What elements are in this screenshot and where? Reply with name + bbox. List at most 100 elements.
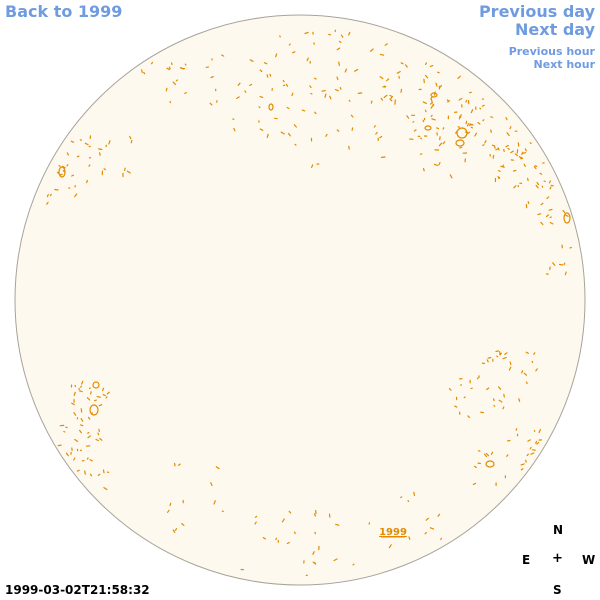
contour-speck <box>350 114 354 118</box>
contour-speck <box>390 96 393 100</box>
contour-speck <box>103 487 108 491</box>
contour-speck <box>306 57 309 62</box>
contour-speck <box>244 90 247 93</box>
contour-speck <box>493 398 495 402</box>
contour-speck <box>338 61 340 67</box>
contour-speck <box>58 165 61 167</box>
contour-speck <box>294 143 297 146</box>
contour-speck <box>74 384 77 388</box>
contour-speck <box>66 164 69 167</box>
contour-speck <box>515 428 518 431</box>
contour-speck <box>352 563 355 566</box>
contour-speck <box>529 142 532 144</box>
contour-speck <box>527 201 530 205</box>
compass-south-label: S <box>553 583 562 597</box>
contour-speck <box>430 104 434 109</box>
contour-speck <box>87 431 90 434</box>
contour-speck <box>288 132 291 137</box>
contour-speck <box>413 129 417 132</box>
contour-speck <box>507 148 510 150</box>
contour-speck <box>97 473 101 476</box>
contour-speck <box>106 391 110 395</box>
next-hour-link[interactable]: Next hour <box>533 58 596 71</box>
contour-speck <box>422 168 425 172</box>
contour-speck <box>473 465 477 469</box>
contour-speck <box>86 457 89 460</box>
contour-speck <box>552 262 556 266</box>
contour-speck <box>383 94 388 99</box>
contour-speck <box>481 104 485 107</box>
contour-speck <box>275 53 278 58</box>
contour-speck <box>95 438 99 442</box>
contour-speck <box>98 148 103 151</box>
contour-speck <box>408 536 411 540</box>
next-day-link[interactable]: Next day <box>515 20 595 39</box>
contour-speck <box>126 170 131 174</box>
contour-speck <box>496 355 499 358</box>
contour-speck <box>98 152 101 156</box>
contour-speck <box>494 145 496 149</box>
contour-speck <box>78 429 83 434</box>
contour-speck <box>288 43 291 46</box>
contour-speck <box>525 351 529 354</box>
contour-speck <box>438 162 441 166</box>
contour-speck <box>535 368 538 372</box>
contour-speck <box>436 127 440 130</box>
contour-speck <box>174 527 178 531</box>
previous-hour-link[interactable]: Previous hour <box>508 45 595 58</box>
contour-speck <box>314 111 317 115</box>
contour-speck <box>280 131 285 135</box>
contour-speck <box>518 398 521 402</box>
contour-speck <box>508 366 512 371</box>
contour-speck <box>288 510 292 514</box>
contour-speck <box>502 406 505 410</box>
contour-speck <box>520 468 524 471</box>
contour-speck <box>536 441 540 445</box>
contour-speck <box>459 146 463 149</box>
contour-speck <box>335 523 340 526</box>
contour-speck <box>498 399 503 403</box>
contour-speck <box>563 262 566 266</box>
contour-speck <box>379 75 384 80</box>
year-link[interactable]: 1999 <box>379 527 407 538</box>
contour-speck <box>348 99 351 102</box>
contour-speck <box>530 452 535 455</box>
contour-speck <box>407 499 410 503</box>
contour-speck <box>535 440 538 444</box>
previous-day-link[interactable]: Previous day <box>478 2 595 21</box>
contour-speck <box>533 429 536 432</box>
compass-east-label: E <box>522 553 531 567</box>
contour-speck <box>394 99 397 102</box>
contour-speck <box>65 452 69 457</box>
compass-west-label: W <box>582 553 596 567</box>
contour-speck <box>129 135 132 140</box>
contour-speck <box>57 444 62 447</box>
contour-speck <box>88 387 91 390</box>
contour-speck <box>254 515 258 518</box>
contour-speck <box>269 73 272 77</box>
contour-speck <box>509 126 512 130</box>
year-label[interactable]: 1999 <box>379 527 407 538</box>
contour-speck <box>321 89 326 92</box>
contour-speck <box>103 168 107 171</box>
contour-speck <box>562 209 566 214</box>
contour-speck <box>470 126 474 129</box>
contour-speck <box>513 185 517 189</box>
contour-speck <box>96 396 102 398</box>
contour-speck <box>457 75 461 80</box>
contour-speck <box>249 83 253 87</box>
contour-speck <box>498 170 501 172</box>
contour-speck <box>210 482 213 487</box>
contour-speck <box>338 40 342 43</box>
contour-speck <box>237 82 241 86</box>
contour-speck <box>71 174 75 177</box>
contour-speck <box>527 439 531 442</box>
contour-speck <box>503 148 505 152</box>
contour-speck <box>413 491 416 496</box>
contour-speck <box>525 459 527 463</box>
back-to-year-link[interactable]: Back to 1999 <box>5 2 123 21</box>
contour-speck <box>521 151 524 155</box>
contour-speck <box>429 527 435 530</box>
contour-speck <box>87 416 91 420</box>
contour-speck <box>504 352 508 355</box>
